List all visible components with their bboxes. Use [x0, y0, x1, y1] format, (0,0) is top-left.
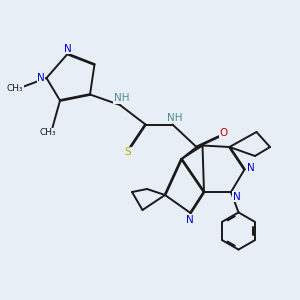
- Text: N: N: [64, 44, 71, 54]
- Text: CH₃: CH₃: [7, 84, 23, 93]
- Text: N: N: [232, 191, 240, 202]
- Text: CH₃: CH₃: [40, 128, 56, 137]
- Text: N: N: [247, 163, 254, 173]
- Text: N: N: [37, 73, 45, 83]
- Text: NH: NH: [167, 113, 183, 123]
- Text: O: O: [219, 128, 228, 138]
- Text: N: N: [186, 214, 194, 225]
- Text: S: S: [125, 147, 131, 158]
- Text: NH: NH: [114, 93, 129, 103]
